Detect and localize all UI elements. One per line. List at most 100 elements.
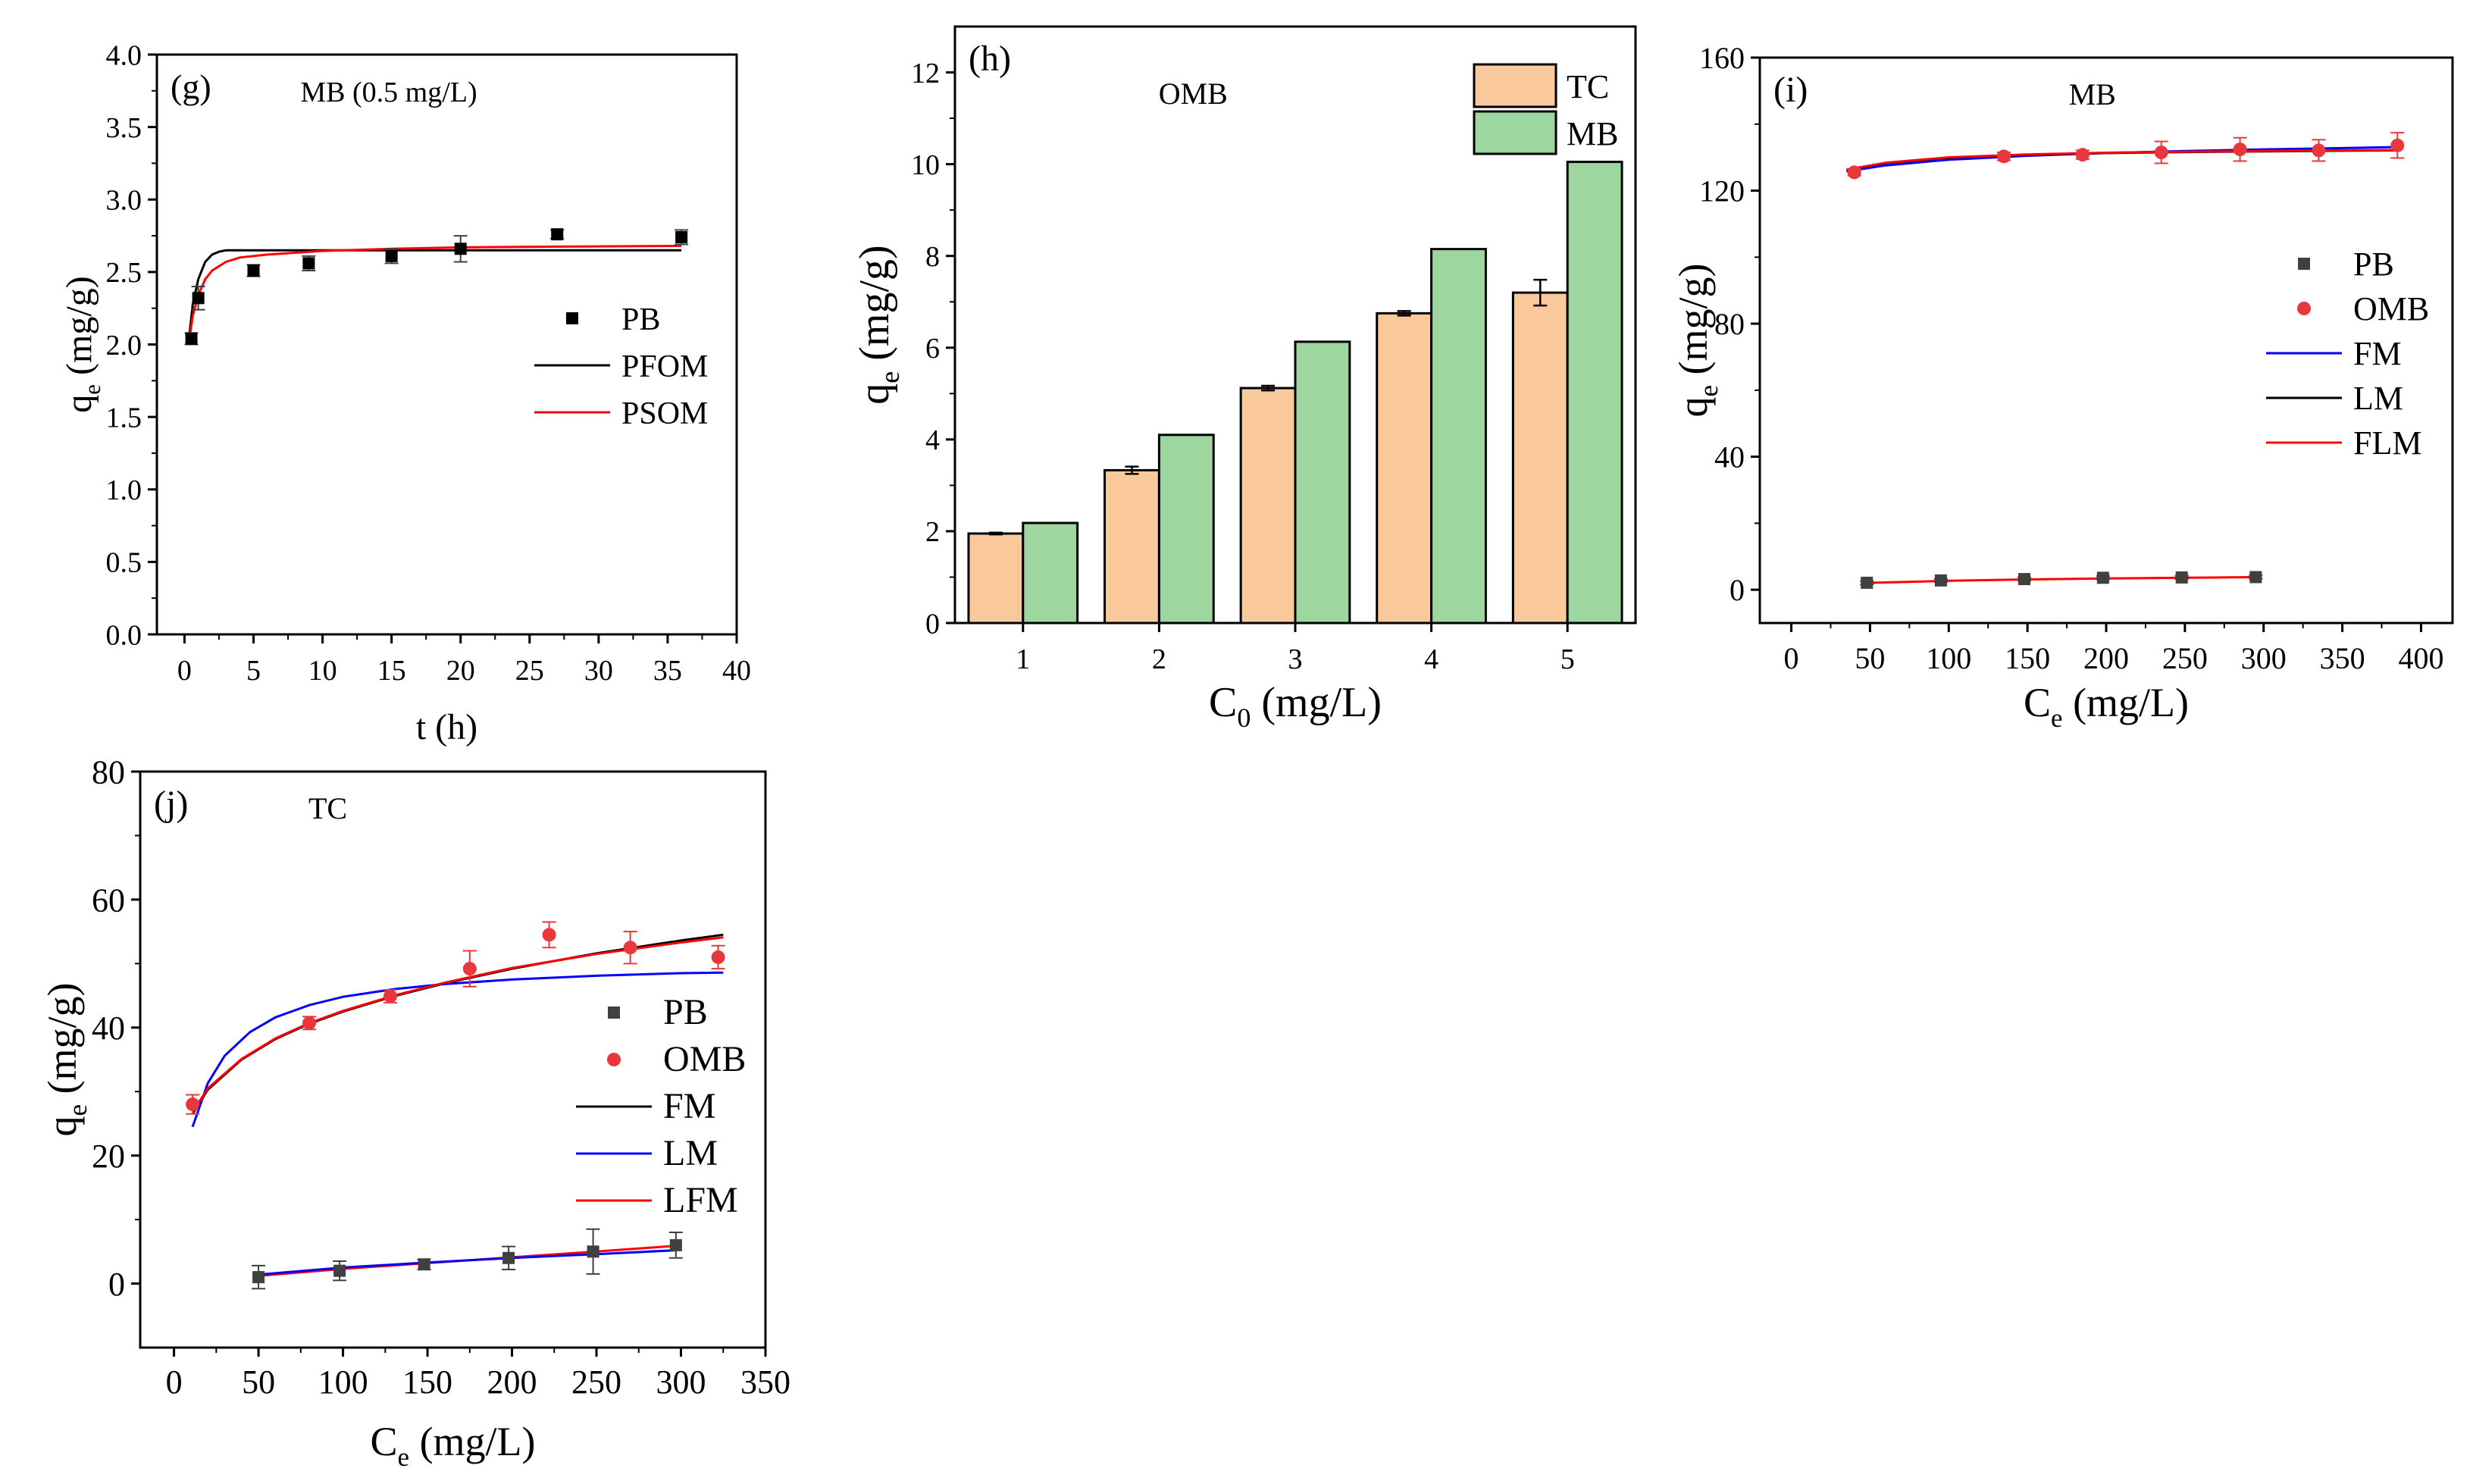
y-tick-label: 2 <box>925 516 940 548</box>
series-line-FM <box>191 933 724 1115</box>
data-point-OMB <box>623 941 637 955</box>
series-line-PFOM <box>187 249 682 342</box>
y-tick-label: 3.5 <box>106 112 142 144</box>
x-tick-label: 300 <box>2241 641 2287 675</box>
y-axis-label-text: qe (mg/g) <box>39 982 92 1136</box>
chart-panel-i: 0 40 80 120 160 0 50 100 150 200 250 300 350 400 (i) MB… <box>1670 41 2454 733</box>
bar-MB-2 <box>1157 434 1215 625</box>
x-tick-label: 50 <box>1855 641 1885 675</box>
chart-panel-j: 0 20 40 60 80 0 50 100 150 200 250 300 350 (j) TC Ce (m… <box>39 753 790 1472</box>
y-tick-label: 0.5 <box>106 547 142 579</box>
y-tick-label: 40 <box>92 1010 125 1047</box>
bar-MB-3 <box>1294 340 1351 625</box>
x-axis-label: Ce (mg/L) <box>370 1419 535 1472</box>
legend-label-LM: LM <box>2353 380 2403 417</box>
data-point-PB <box>302 257 315 270</box>
x-tick-label: 3 <box>1288 643 1303 675</box>
plot-frame <box>1758 56 2454 625</box>
plot-frame <box>155 53 738 636</box>
bar-MB-4 <box>1430 248 1487 625</box>
bar-MB-5 <box>1566 161 1623 625</box>
y-tick-label: 160 <box>1699 41 1745 75</box>
x-tick-label: 0 <box>1784 641 1799 675</box>
x-axis-label-text: Ce (mg/L) <box>370 1419 535 1472</box>
legend-marker-PB <box>608 1007 620 1019</box>
x-tick-label: 5 <box>246 655 261 687</box>
data-point-OMB <box>2233 142 2247 157</box>
x-tick-label: 250 <box>2162 641 2208 675</box>
data-point-PB <box>669 1238 682 1251</box>
data-point-PB <box>192 292 205 305</box>
data-point-PB <box>2175 571 2188 584</box>
panel-label: (i) <box>1773 70 1808 110</box>
legend-label-PB: PB <box>663 992 708 1032</box>
data-point-OMB <box>542 928 556 942</box>
legend-label-FM: FM <box>2353 335 2402 372</box>
data-point-PB <box>1934 574 1947 587</box>
legend-label-LFM: LFM <box>663 1180 738 1220</box>
y-tick-label: 0 <box>1730 573 1745 607</box>
legend-label-PFOM: PFOM <box>621 349 708 384</box>
data-point-PB <box>418 1258 430 1271</box>
data-point-PB <box>247 264 260 277</box>
y-tick-label: 12 <box>911 58 940 89</box>
y-tick-label: 10 <box>911 149 940 181</box>
legend-marker-OMB <box>2297 302 2311 315</box>
data-point-OMB <box>1847 165 1861 180</box>
bar-TC-4 <box>1376 312 1433 625</box>
y-axis-label: qe (mg/g) <box>851 245 905 404</box>
x-tick-label: 300 <box>656 1363 706 1401</box>
data-point-PB <box>252 1271 265 1284</box>
x-tick-label: 4 <box>1424 643 1438 675</box>
panel-label: (h) <box>969 39 1011 79</box>
bar-TC-3 <box>1239 387 1297 625</box>
y-tick-label: 8 <box>925 241 940 273</box>
data-point-OMB <box>462 962 477 976</box>
data-point-PB <box>502 1251 515 1264</box>
x-tick-label: 200 <box>2083 641 2129 675</box>
x-tick-label: 20 <box>446 655 475 687</box>
data-point-OMB <box>711 950 725 964</box>
legend-label-LM: LM <box>663 1133 718 1173</box>
x-axis-label-text: C0 (mg/L) <box>1209 679 1382 733</box>
y-axis-label: qe (mg/g) <box>1670 263 1723 417</box>
y-tick-label: 3.0 <box>106 185 142 217</box>
data-point-OMB <box>2154 146 2168 160</box>
series-line-LFM <box>191 936 724 1113</box>
y-tick-label: 20 <box>92 1138 125 1175</box>
legend-swatch-MB <box>1473 110 1557 155</box>
data-point-OMB <box>2312 143 2326 158</box>
legend-label-FM: FM <box>663 1086 715 1126</box>
x-tick-label: 100 <box>1926 641 1971 675</box>
chart-title: MB <box>2069 77 2116 111</box>
y-axis-label-text: qe (mg/g) <box>1670 263 1723 417</box>
x-tick-label: 15 <box>377 655 406 687</box>
legend-label-MB: MB <box>1567 115 1618 152</box>
panel-label: (j) <box>154 784 188 824</box>
y-tick-label: 120 <box>1699 174 1745 208</box>
x-tick-label: 35 <box>653 655 682 687</box>
x-tick-label: 350 <box>740 1363 790 1401</box>
chart-title: MB (0.5 mg/L) <box>300 77 477 108</box>
y-tick-label: 0 <box>108 1266 125 1303</box>
x-tick-label: 200 <box>487 1363 537 1401</box>
chart-title: OMB <box>1159 77 1228 111</box>
legend-label-PSOM: PSOM <box>621 396 708 431</box>
data-point-PB <box>675 230 688 243</box>
bar-MB-1 <box>1022 521 1079 625</box>
data-point-OMB <box>186 1097 200 1112</box>
x-tick-label: 40 <box>722 655 751 687</box>
y-tick-label: 6 <box>925 333 940 365</box>
y-tick-label: 1.5 <box>106 402 142 434</box>
data-point-PB <box>2249 571 2262 584</box>
y-tick-label: 60 <box>92 881 125 919</box>
series-line-LM <box>191 971 724 1128</box>
x-tick-label: 2 <box>1152 643 1166 675</box>
series-line-PB-fit-LM <box>258 1249 676 1276</box>
y-axis-label-text: qe (mg/g) <box>851 245 905 404</box>
data-point-PB <box>454 243 467 255</box>
x-tick-label: 150 <box>2005 641 2050 675</box>
x-tick-label: 25 <box>515 655 544 687</box>
legend-marker-PB <box>2298 258 2310 270</box>
legend-label-OMB: OMB <box>2353 290 2429 327</box>
